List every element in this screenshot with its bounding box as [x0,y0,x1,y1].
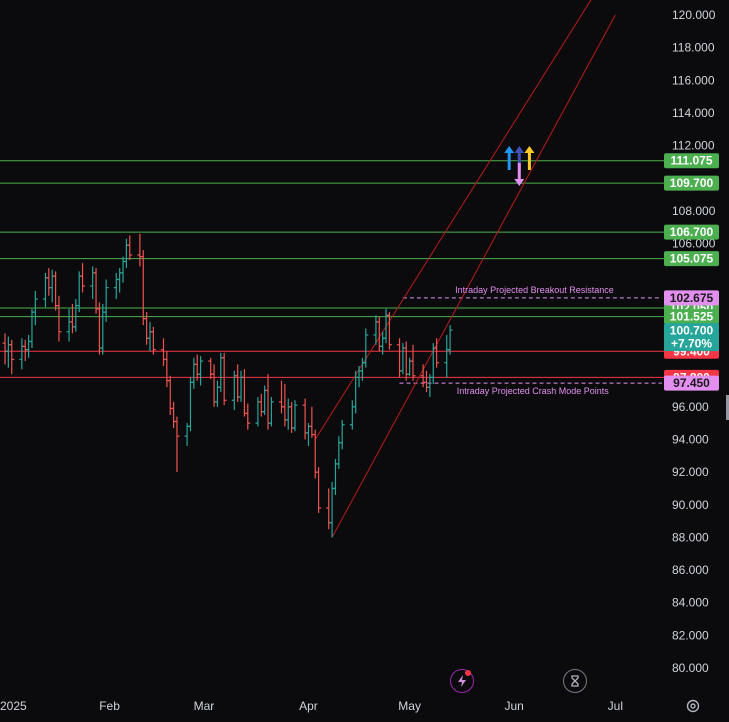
projection-price-tag-label: 102.675 [670,291,714,305]
arrow-head [524,146,535,153]
channel-line [331,14,616,538]
x-tick-label: Mar [194,699,215,713]
y-tick-label: 108.000 [672,204,716,218]
y-tick-label: 92.000 [672,465,709,479]
last-price-tag-change: +7.70% [671,337,712,351]
replay-icon[interactable] [563,669,587,693]
ohlc-bar [127,235,133,260]
y-axis[interactable]: 80.000 82.000 84.000 86.000 88.000 90.000 92.0… [672,8,716,675]
y-tick-label: 80.000 [672,661,709,675]
y-tick-label: 118.000 [672,41,715,55]
down-arrow-icon [514,163,525,186]
resistance-price-tag-bg [664,309,719,325]
y-tick-label: 96.000 [672,400,709,414]
last-price-tag-label: 100.700 [670,324,714,338]
y-tick-label: 120.000 [672,8,716,22]
price-tags-layer: 111.075109.700106.700105.075102.050101.5… [664,153,719,391]
ohlc-bar [434,338,440,368]
resistance-price-tag: 111.075 [664,153,719,169]
x-tick-label: May [398,699,421,713]
resistance-price-tag-label: 106.700 [670,225,714,239]
ohlc-bar [80,263,86,293]
last-price-tag-bg [664,323,719,352]
y-tick-label: 94.000 [672,432,709,446]
ohlc-bar [9,339,15,375]
y-tick-label: 84.000 [672,596,709,610]
y-tick-label: 82.000 [672,628,709,642]
x-tick-label: Jun [504,699,523,713]
resistance-price-tag: 101.525 [664,309,719,325]
y-tick-label: 116.000 [672,73,715,87]
y-tick-label: 112.000 [672,139,715,153]
ohlc-bar [174,416,180,473]
x-tick-label: Feb [99,699,120,713]
up-arrow-icon [524,146,535,170]
y-tick-label: 88.000 [672,530,709,544]
ohlc-bar [221,352,227,406]
resistance-price-tag-bg [664,175,719,191]
replay-glyph [571,675,579,687]
projection-annotation: Intraday Projected Breakout Resistance [455,285,614,295]
ohlc-bar [198,356,204,386]
ohlc-bar [316,467,322,513]
ohlc-bar [386,312,392,350]
x-axis[interactable]: 2025 Feb Mar Apr May Jun Jul [0,699,623,713]
resistance-price-tag: 105.075 [664,251,719,267]
last-price-tag: 100.700+7.70% [664,323,719,352]
gear-icon[interactable] [682,695,704,717]
resistance-price-tag: 106.700 [664,224,719,240]
y-tick-label: 86.000 [672,563,709,577]
resistance-price-tag-label: 101.525 [670,310,714,324]
ohlc-bar [447,325,453,355]
y-tick-label: 90.000 [672,498,709,512]
projection-price-tag: 97.450 [664,375,719,391]
projection-price-tag: 102.675 [664,290,719,306]
resistance-price-tag-bg [664,251,719,267]
resistance-price-tag-label: 109.700 [670,176,714,190]
up-arrow-icon [504,146,515,170]
resistance-price-tag-label: 105.075 [670,252,714,266]
lightning-icon[interactable] [450,669,474,693]
arrow-head [514,179,525,186]
ohlc-bar [363,328,369,368]
x-tick-label: 2025 [0,699,27,713]
scroll-handle[interactable] [726,395,729,420]
y-tick-label: 114.000 [672,106,715,120]
projection-price-tag-bg [664,375,719,391]
gear-glyph [686,699,700,713]
resistance-price-tag-bg [664,153,719,169]
x-tick-label: Apr [299,699,318,713]
projection-price-tag-bg [664,290,719,306]
projection-annotation: Intraday Projected Crash Mode Points [457,386,610,396]
ohlc-bar [292,400,298,432]
ohlc-bar [268,397,274,427]
channel-line [314,0,592,440]
signal-arrows-layer [504,146,535,186]
resistance-price-tag-label: 111.075 [670,154,712,168]
y-tick-label: 106.000 [672,237,716,251]
channel-layer [314,0,616,538]
resistance-price-tag: 109.700 [664,175,719,191]
notification-dot [465,670,471,676]
arrow-head [504,146,515,153]
ohlc-bars-layer [2,233,453,538]
projection-price-tag-label: 97.450 [673,376,710,390]
ohlc-bar [339,419,345,450]
ohlc-bar [32,290,38,326]
ohlc-bar [150,326,156,355]
annotations-layer: Intraday Projected Breakout Resistance In… [455,285,614,396]
ohlc-bar [245,403,251,430]
ohlc-bar [410,344,416,381]
lightning-glyph [458,675,466,687]
ohlc-bar [56,295,62,342]
x-tick-label: Jul [608,699,623,713]
arrow-head [514,146,525,153]
resistance-price-tag-bg [664,224,719,240]
ohlc-bar [103,279,109,322]
